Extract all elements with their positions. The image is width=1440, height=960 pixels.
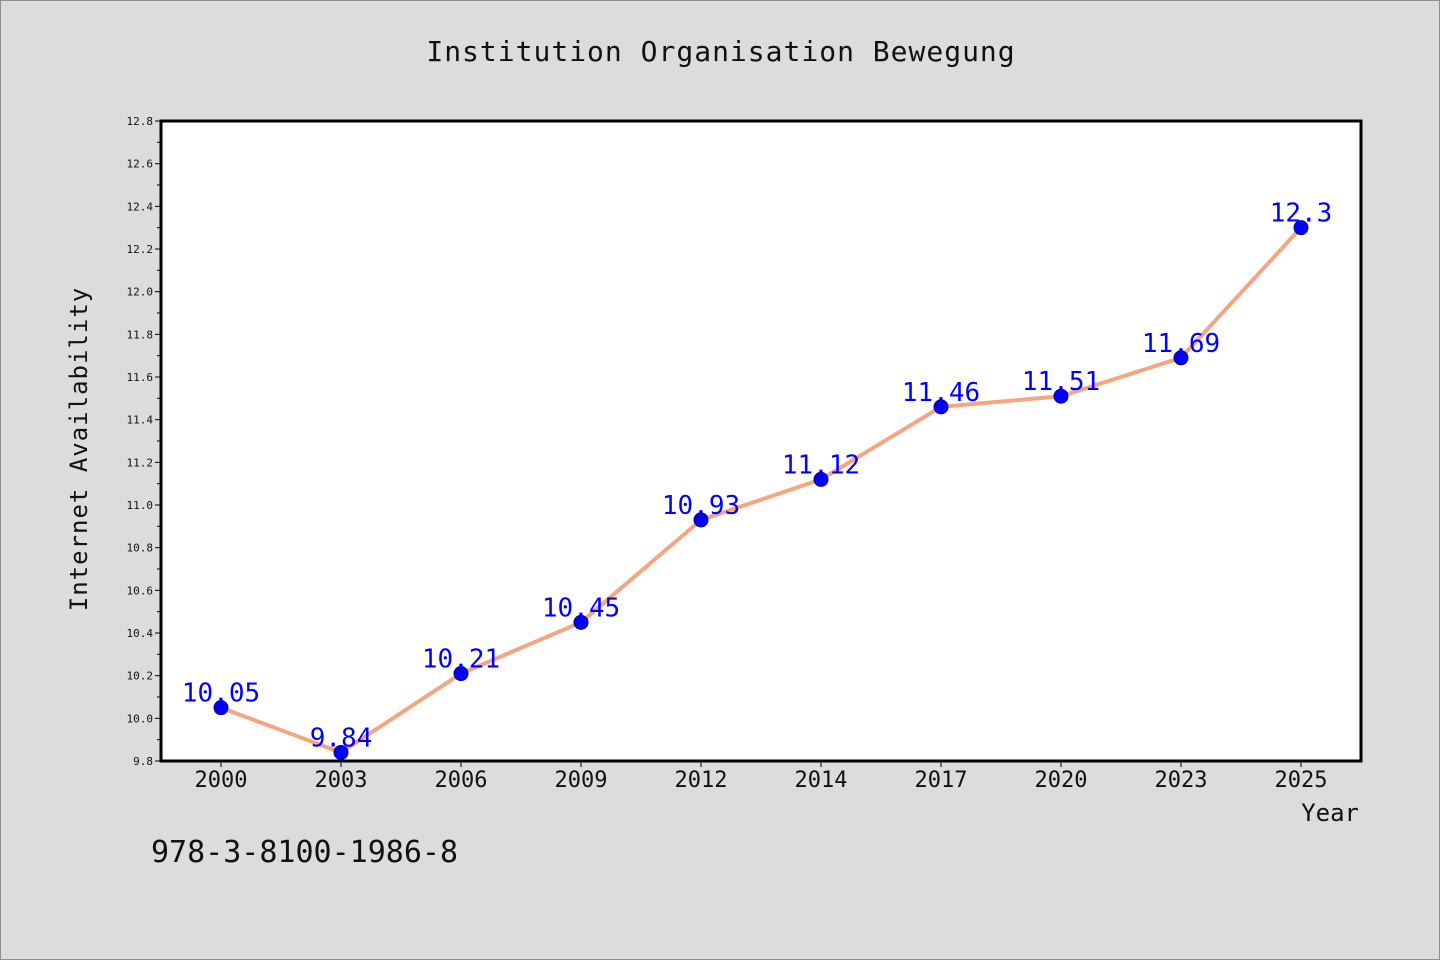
- series-markers: [213, 220, 1309, 760]
- y-axis-label: Internet Availability: [65, 287, 93, 611]
- x-tick-label: 2006: [435, 768, 488, 793]
- x-tick-label: 2014: [795, 768, 848, 793]
- data-label: 10.45: [542, 593, 620, 623]
- x-tick-label: 2003: [315, 768, 368, 793]
- y-tick-label: 11.4: [127, 414, 154, 427]
- plot-area: [159, 119, 1363, 763]
- data-label: 11.51: [1022, 367, 1100, 397]
- x-tick-label: 2017: [915, 768, 968, 793]
- x-tick-label: 2020: [1035, 768, 1088, 793]
- x-tick-label: 2023: [1155, 768, 1208, 793]
- x-tick-label: 2000: [195, 768, 248, 793]
- data-point: [453, 666, 469, 682]
- chart-title: Institution Organisation Bewegung: [426, 35, 1016, 68]
- y-tick-label: 12.4: [127, 200, 154, 213]
- data-label: 11.12: [782, 450, 860, 480]
- data-label: 10.93: [662, 491, 740, 521]
- x-axis: 2000 2003 2006 2009 2012 2014 2017 2020 2023 2025: [195, 761, 1328, 793]
- y-tick-label: 10.6: [127, 584, 154, 597]
- data-point: [1053, 388, 1069, 404]
- y-tick-label: 12.0: [127, 286, 154, 299]
- data-label: 10.21: [422, 645, 500, 675]
- data-label: 12.3: [1270, 199, 1333, 229]
- x-tick-label: 2025: [1275, 768, 1328, 793]
- y-tick-label: 12.2: [127, 243, 154, 256]
- y-tick-label: 10.4: [127, 627, 154, 640]
- y-tick-label: 12.8: [127, 115, 154, 128]
- y-tick-label: 11.6: [127, 371, 154, 384]
- footer-code: 978-3-8100-1986-8: [151, 835, 459, 870]
- data-point: [693, 512, 709, 528]
- data-point: [1293, 220, 1309, 236]
- data-point: [933, 399, 949, 415]
- data-point: [1173, 350, 1189, 366]
- y-tick-label: 12.6: [127, 158, 154, 171]
- x-tick-label: 2009: [555, 768, 608, 793]
- y-tick-label: 11.2: [127, 456, 154, 469]
- y-tick-label: 10.2: [127, 670, 154, 683]
- data-point: [213, 700, 229, 716]
- x-tick-label: 2012: [675, 768, 728, 793]
- data-point: [813, 471, 829, 487]
- data-labels: 10.05 9.84 10.21 10.45 10.93 11.12 11.46 11.51 1…: [182, 199, 1332, 754]
- data-point: [573, 614, 589, 630]
- y-tick-label: 10.0: [127, 712, 154, 725]
- data-label: 11.69: [1142, 329, 1220, 359]
- y-tick-label: 10.8: [127, 542, 154, 555]
- series-line: [219, 225, 1303, 755]
- y-tick-label: 9.8: [133, 755, 153, 768]
- x-axis-label: Year: [1301, 799, 1359, 827]
- data-point: [333, 744, 349, 760]
- y-axis: 9.8 10.0 10.2 10.4 10.6 10.8 11.0 11.2 11.4 11.6 1…: [127, 115, 161, 768]
- y-tick-label: 11.8: [127, 328, 154, 341]
- data-label: 11.46: [902, 378, 980, 408]
- data-label: 10.05: [182, 679, 260, 709]
- y-tick-label: 11.0: [127, 499, 154, 512]
- data-label: 9.84: [310, 723, 373, 753]
